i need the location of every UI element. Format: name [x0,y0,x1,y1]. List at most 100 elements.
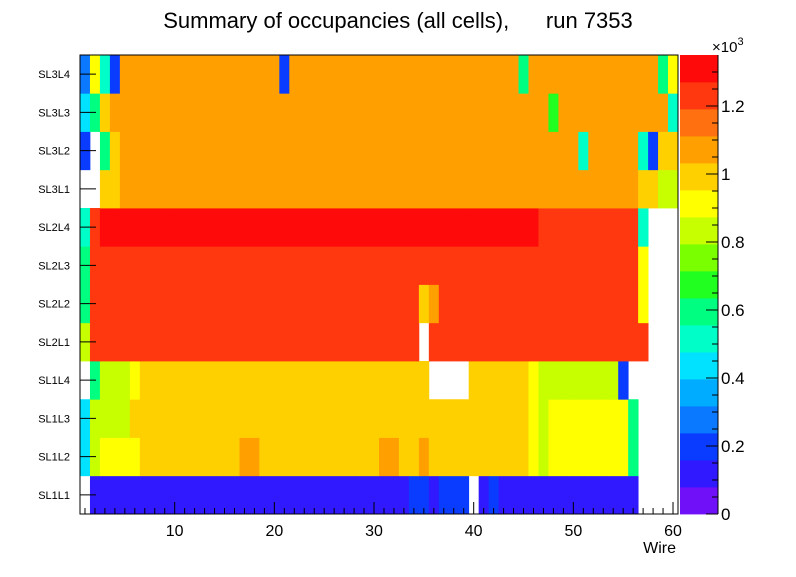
heatmap-cell [538,55,549,94]
heatmap-cell [379,475,390,515]
heatmap-cell [388,475,400,515]
heatmap-cell [159,437,171,477]
heatmap-cell [149,169,161,209]
heatmap-cell [99,246,111,285]
heatmap-cell [618,169,629,209]
heatmap-cell [189,437,200,477]
heatmap-cell [498,437,509,477]
heatmap-cell [379,437,390,477]
heatmap-cell [388,437,400,477]
heatmap-cell [329,437,340,477]
heatmap-cell [428,437,440,477]
heatmap-cell [199,437,210,477]
y-tick-label: SL1L2 [38,452,70,464]
heatmap-cell [628,131,639,171]
heatmap-cell [199,169,210,209]
heatmap-cell [448,322,460,362]
heatmap-cell [349,93,360,132]
heatmap-cell [279,93,290,132]
heatmap-cell [309,437,320,477]
heatmap-cell [359,437,370,477]
heatmap-cell [279,55,290,94]
heatmap-cell [169,322,181,362]
heatmap-cell [398,284,410,324]
heatmap-cell [179,93,191,132]
heatmap-cell [608,437,619,477]
colorbar-exponent-power: 3 [737,36,743,48]
heatmap-cell [428,322,440,362]
heatmap-cell [588,399,599,438]
heatmap-cell [448,55,460,94]
heatmap-cell [498,284,509,324]
heatmap-cell [99,322,111,362]
x-tick-label: 20 [265,523,283,540]
heatmap-cell [388,93,400,132]
heatmap-cell [109,55,121,94]
heatmap-cell [309,475,320,515]
heatmap-cell [578,246,589,285]
heatmap-cell [359,169,370,209]
heatmap-cell [498,246,509,285]
heatmap-cell [369,399,380,438]
heatmap-cell [458,208,470,247]
heatmap-cell [638,246,649,285]
heatmap-cell [488,93,499,132]
heatmap-cell [558,475,569,515]
heatmap-cell [299,399,310,438]
heatmap-cell [169,475,181,515]
heatmap-cell [638,322,649,362]
colorbar-segment [680,271,718,299]
heatmap-cell [179,208,191,247]
heatmap-cell [618,93,629,132]
heatmap-cell [359,284,370,324]
heatmap-cell [199,399,210,438]
heatmap-cell [289,322,300,362]
heatmap-cell [239,322,250,362]
heatmap-cell [329,322,340,362]
heatmap-cell [209,322,220,362]
heatmap-cell [329,475,340,515]
heatmap-cell [99,208,111,247]
heatmap-cells [80,55,679,515]
heatmap-cell [179,131,191,171]
heatmap-cell [229,131,240,171]
heatmap-cell [119,55,131,94]
heatmap-cell [339,55,350,94]
heatmap-cell [598,399,609,438]
heatmap-cell [229,284,240,324]
heatmap-cell [608,361,619,400]
heatmap-cell [239,93,250,132]
heatmap-cell [438,399,450,438]
heatmap-cell [159,93,171,132]
heatmap-cell [488,399,499,438]
heatmap-cell [388,246,400,285]
heatmap-cell [528,169,539,209]
heatmap-cell [169,399,181,438]
heatmap-cell [99,284,111,324]
y-tick-label: SL1L1 [38,490,70,502]
heatmap-cell [179,437,191,477]
heatmap-cell [458,93,470,132]
heatmap-cell [448,208,460,247]
heatmap-cell [408,93,420,132]
heatmap-cell [109,93,121,132]
plot-frame [79,54,679,515]
heatmap-cell [369,284,380,324]
heatmap-cell [588,475,599,515]
heatmap-cell [349,246,360,285]
heatmap-cell [598,361,609,400]
heatmap-cell [498,131,509,171]
heatmap-cell [269,399,280,438]
heatmap-cell [349,131,360,171]
heatmap-cell [329,246,340,285]
heatmap-cell [458,322,470,362]
heatmap-cell [139,93,151,132]
heatmap-cell [428,475,440,515]
x-axis-label: Wire [643,540,676,557]
heatmap-cell [149,399,161,438]
heatmap-cell [189,361,200,400]
heatmap-cell [169,208,181,247]
heatmap-cell [568,169,579,209]
heatmap-cell [388,55,400,94]
